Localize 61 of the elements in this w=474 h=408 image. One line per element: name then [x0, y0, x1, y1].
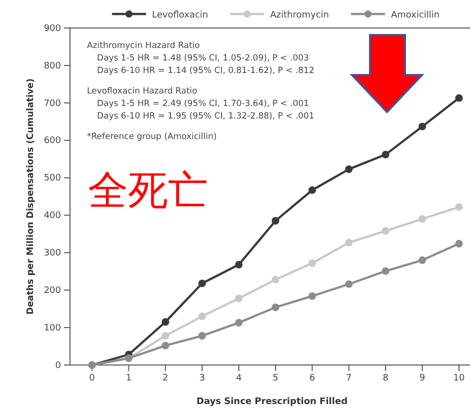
annotation: Levofloxacin Hazard Ratio	[87, 86, 198, 96]
annotation: Days 1-5 HR = 2.49 (95% CI, 1.70-3.64), P < .001	[97, 99, 309, 109]
annotation: Days 1-5 HR = 1.48 (95% CI, 1.05-2.09), P < .003	[97, 54, 309, 64]
x-tick-label: 3	[199, 373, 205, 384]
legend-label: Azithromycin	[270, 10, 329, 20]
x-tick-label: 9	[419, 373, 426, 384]
annotation: *Reference group (Amoxicillin)	[87, 132, 217, 142]
y-axis-title: Deaths per Million Dispensations (Cumulative)	[26, 78, 36, 315]
point	[455, 94, 463, 102]
point	[272, 276, 280, 284]
y-tick-label: 300	[44, 248, 62, 259]
point	[382, 227, 390, 235]
x-tick-label: 4	[236, 373, 242, 384]
annotation: Azithromycin Hazard Ratio	[87, 41, 200, 51]
point	[418, 215, 426, 223]
y-tick-label: 900	[44, 24, 62, 34]
x-tick-label: 6	[309, 373, 316, 384]
x-tick-label: 5	[272, 373, 278, 384]
point	[308, 259, 316, 267]
point	[345, 238, 353, 246]
point	[455, 203, 463, 211]
point	[272, 304, 280, 312]
y-tick-label: 500	[44, 174, 62, 184]
x-axis-title: Days Since Prescription Filled	[196, 397, 348, 407]
legend-label: Amoxicillin	[391, 10, 440, 20]
point	[382, 150, 390, 158]
x-tick-label: 10	[453, 373, 465, 384]
x-tick-label: 0	[89, 373, 96, 384]
point	[235, 260, 243, 268]
x-tick-label: 2	[162, 373, 168, 384]
point	[162, 318, 170, 326]
point	[308, 186, 316, 194]
y-tick-label: 100	[44, 323, 62, 334]
y-tick-label: 800	[44, 61, 62, 72]
point	[345, 280, 353, 288]
point	[382, 267, 390, 275]
y-tick-label: 0	[55, 360, 62, 371]
point	[345, 165, 353, 173]
x-tick-label: 8	[382, 373, 389, 384]
point	[455, 240, 463, 248]
annotation: Days 6-10 HR = 1.14 (95% CI, 0.81-1.62), P < .812	[97, 66, 314, 76]
point	[308, 292, 316, 300]
point	[198, 312, 206, 320]
annotation: Days 6-10 HR = 1.95 (95% CI, 1.32-2.88), P < .001	[97, 112, 314, 122]
point	[418, 122, 426, 130]
x-tick-label: 1	[126, 373, 132, 384]
annotation: 全死亡	[88, 168, 208, 214]
legend-label: Levofloxacin	[152, 10, 208, 20]
point	[418, 256, 426, 264]
y-tick-label: 700	[44, 98, 62, 109]
x-tick-label: 7	[346, 373, 352, 384]
point	[235, 294, 243, 302]
y-tick-label: 200	[44, 286, 62, 296]
point	[198, 332, 206, 340]
point	[235, 318, 243, 326]
point	[198, 280, 206, 288]
y-tick-label: 400	[44, 211, 62, 222]
point	[272, 217, 280, 225]
point	[162, 342, 170, 350]
y-tick-label: 600	[44, 136, 62, 146]
point	[162, 332, 170, 340]
